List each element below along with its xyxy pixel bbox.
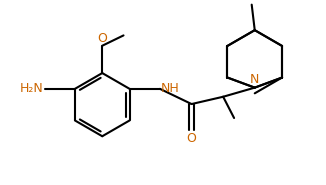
Text: O: O — [186, 132, 197, 145]
Text: N: N — [250, 73, 259, 86]
Text: NH: NH — [161, 82, 180, 95]
Text: O: O — [97, 31, 107, 45]
Text: H₂N: H₂N — [20, 82, 43, 95]
